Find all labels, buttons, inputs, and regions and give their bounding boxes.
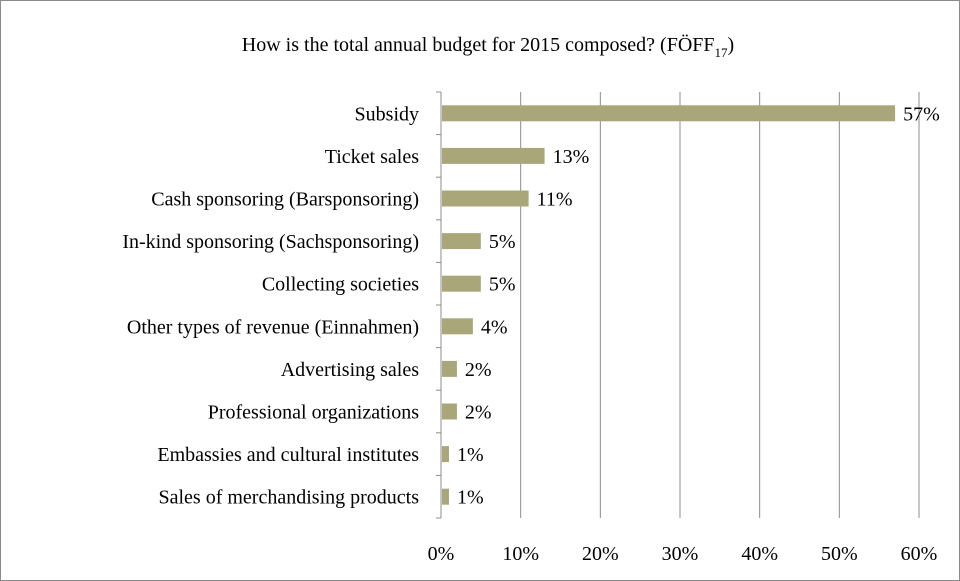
value-label: 2% xyxy=(465,359,492,381)
category-label: Ticket sales xyxy=(325,146,419,168)
bar xyxy=(442,318,473,335)
value-label: 5% xyxy=(489,231,516,253)
x-tick-label: 10% xyxy=(502,543,539,565)
x-tick-label: 30% xyxy=(662,543,699,565)
category-label: Sales of merchandising products xyxy=(159,487,420,509)
bars xyxy=(442,105,896,505)
x-tick-label: 50% xyxy=(821,543,858,565)
category-label: In-kind sponsoring (Sachsponsoring) xyxy=(122,231,419,253)
category-label: Cash sponsoring (Barsponsoring) xyxy=(151,189,419,211)
category-label: Collecting societies xyxy=(262,274,419,296)
value-labels: 57% 13% 11% 5% 5% 4% 2% 2% 1% 1% xyxy=(457,103,940,508)
bar xyxy=(442,275,481,292)
bar xyxy=(442,360,457,377)
category-label: Embassies and cultural institutes xyxy=(157,444,419,466)
value-label: 5% xyxy=(489,274,516,296)
bar xyxy=(442,233,481,250)
category-labels: Subsidy Ticket sales Cash sponsoring (Bars… xyxy=(122,103,419,508)
bar xyxy=(442,105,896,122)
chart-title: How is the total annual budget for 2015 … xyxy=(242,33,734,60)
bar xyxy=(442,147,545,164)
value-label: 4% xyxy=(481,316,508,338)
bar xyxy=(442,190,529,207)
x-tick-label: 20% xyxy=(582,543,619,565)
category-label: Advertising sales xyxy=(281,359,420,381)
category-label: Subsidy xyxy=(355,103,419,125)
value-label: 13% xyxy=(553,146,590,168)
value-label: 2% xyxy=(465,402,492,424)
chart-title-subscript: 17 xyxy=(715,45,729,60)
value-label: 1% xyxy=(457,444,484,466)
value-label: 11% xyxy=(537,189,573,211)
y-axis xyxy=(436,91,442,519)
chart-title-main: How is the total annual budget for 2015 … xyxy=(242,33,715,56)
x-tick-labels: 0% 10% 20% 30% 40% 50% 60% xyxy=(428,543,938,565)
bar xyxy=(442,446,449,463)
x-tick-label: 60% xyxy=(901,543,938,565)
category-label: Other types of revenue (Einnahmen) xyxy=(127,316,419,338)
value-label: 1% xyxy=(457,487,484,509)
bar xyxy=(442,488,449,505)
category-label: Professional organizations xyxy=(208,402,419,424)
x-tick-label: 0% xyxy=(428,543,455,565)
chart-title-close: ) xyxy=(728,34,735,56)
bar xyxy=(442,403,457,420)
value-label: 57% xyxy=(903,103,940,125)
x-tick-label: 40% xyxy=(741,543,778,565)
